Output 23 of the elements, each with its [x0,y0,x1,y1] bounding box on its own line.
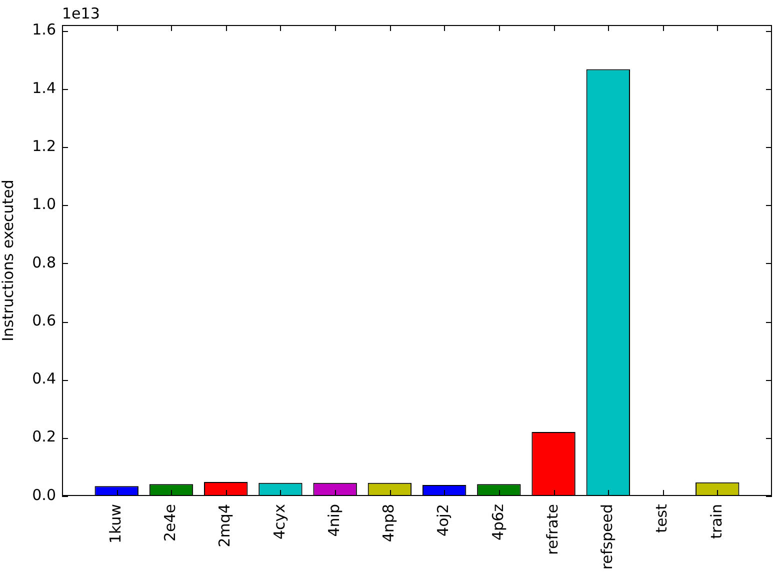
y-tick-label: 0.2 [32,428,56,446]
x-tick-label: train [707,504,726,539]
x-tick-label: 4np8 [380,504,398,542]
x-tick-label: 4oj2 [434,504,452,536]
x-tick-label: 2mq4 [216,504,234,548]
y-tick-label: 1.2 [32,137,56,155]
text: 1e13 [62,4,100,22]
x-tick-label: 4cyx [270,504,288,540]
x-tick-label: 1kuw [106,504,125,544]
x-tick-label: 2e4e [161,504,180,542]
y-tick-label: 1.0 [32,195,56,214]
x-tick-label: 4nip [324,504,343,537]
y-tick-label: 0.8 [32,253,56,272]
x-tick-label: refrate [543,504,562,555]
y-tick-label: 0.0 [32,486,56,504]
x-tick-label: 4p6z [488,504,507,540]
y-tick-label: 0.6 [32,311,56,330]
x-tick-label: test [652,504,671,533]
y-tick-label: 1.4 [32,78,56,97]
y-axis-title: Instructions executed [0,180,17,342]
y-tick-label: 0.4 [32,370,56,388]
y-tick-label: 1.6 [32,20,56,39]
x-tick-label: refspeed [598,504,616,570]
